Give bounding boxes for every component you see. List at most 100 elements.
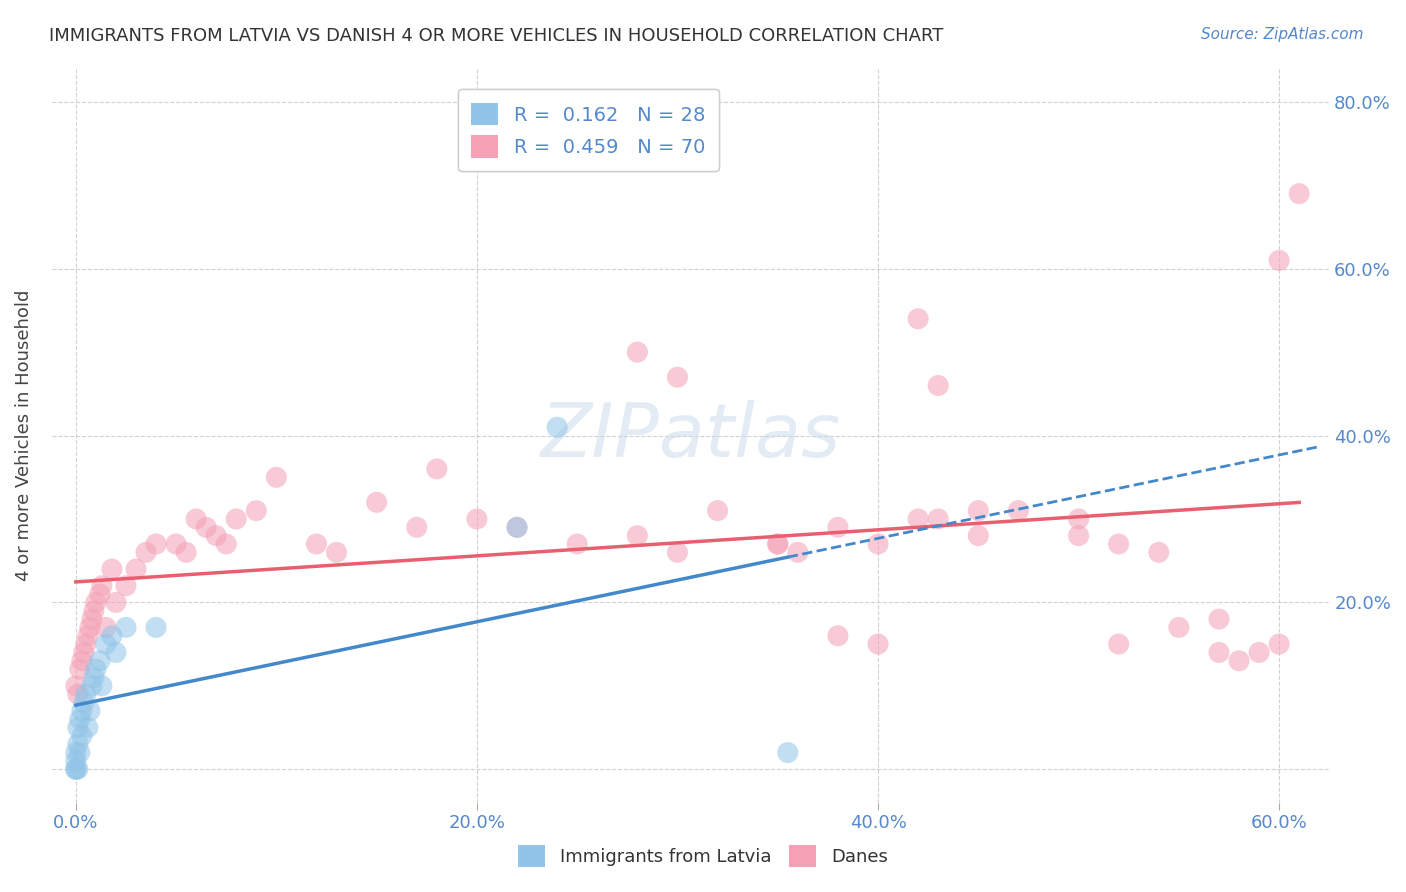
Point <box>967 529 990 543</box>
Y-axis label: 4 or more Vehicles in Household: 4 or more Vehicles in Household <box>15 290 32 582</box>
Point <box>90 579 112 593</box>
Point <box>1067 529 1090 543</box>
Point <box>80 679 103 693</box>
Point <box>145 620 167 634</box>
Point <box>76 629 98 643</box>
Point <box>907 512 929 526</box>
Legend: R =  0.162   N = 28, R =  0.459   N = 70: R = 0.162 N = 28, R = 0.459 N = 70 <box>457 89 718 171</box>
Point <box>465 512 488 526</box>
Point <box>66 762 89 776</box>
Point <box>69 662 91 676</box>
Point <box>70 654 93 668</box>
Point <box>89 654 111 668</box>
Point <box>135 545 157 559</box>
Point <box>73 696 96 710</box>
Point <box>101 562 124 576</box>
Point <box>1108 537 1130 551</box>
Point <box>115 620 138 634</box>
Point <box>1167 620 1189 634</box>
Point <box>76 721 98 735</box>
Point <box>927 512 949 526</box>
Point <box>79 704 101 718</box>
Point <box>66 721 89 735</box>
Point <box>766 537 789 551</box>
Point <box>65 746 87 760</box>
Point <box>75 637 97 651</box>
Point <box>84 662 107 676</box>
Point <box>1208 612 1230 626</box>
Point <box>927 378 949 392</box>
Point <box>1147 545 1170 559</box>
Point <box>104 595 127 609</box>
Point <box>104 645 127 659</box>
Point <box>101 629 124 643</box>
Point <box>205 529 228 543</box>
Text: ZIPatlas: ZIPatlas <box>540 400 841 472</box>
Point <box>506 520 529 534</box>
Point <box>827 520 849 534</box>
Point <box>786 545 808 559</box>
Point <box>1247 645 1270 659</box>
Point <box>83 604 105 618</box>
Point <box>195 520 218 534</box>
Point <box>65 679 87 693</box>
Point <box>79 620 101 634</box>
Point <box>65 762 87 776</box>
Point <box>1227 654 1250 668</box>
Text: IMMIGRANTS FROM LATVIA VS DANISH 4 OR MORE VEHICLES IN HOUSEHOLD CORRELATION CHA: IMMIGRANTS FROM LATVIA VS DANISH 4 OR MO… <box>49 27 943 45</box>
Point <box>426 462 449 476</box>
Point <box>546 420 568 434</box>
Point <box>245 503 267 517</box>
Point <box>967 503 990 517</box>
Point <box>145 537 167 551</box>
Point <box>186 512 208 526</box>
Point <box>567 537 589 551</box>
Point <box>66 687 89 701</box>
Point <box>66 737 89 751</box>
Point <box>907 311 929 326</box>
Point <box>827 629 849 643</box>
Point <box>73 645 96 659</box>
Point <box>405 520 427 534</box>
Point <box>626 345 648 359</box>
Point <box>115 579 138 593</box>
Point <box>65 762 87 776</box>
Point <box>305 537 328 551</box>
Point <box>706 503 728 517</box>
Point <box>215 537 238 551</box>
Point <box>1108 637 1130 651</box>
Point <box>84 595 107 609</box>
Point <box>90 679 112 693</box>
Point <box>266 470 288 484</box>
Point <box>1208 645 1230 659</box>
Point <box>70 729 93 743</box>
Point <box>866 637 889 651</box>
Point <box>366 495 388 509</box>
Point <box>626 529 648 543</box>
Point <box>80 612 103 626</box>
Point <box>174 545 197 559</box>
Point <box>70 704 93 718</box>
Point <box>866 537 889 551</box>
Point <box>165 537 187 551</box>
Point <box>69 712 91 726</box>
Point <box>766 537 789 551</box>
Point <box>1268 637 1291 651</box>
Point <box>666 545 689 559</box>
Point <box>1007 503 1029 517</box>
Point <box>776 746 799 760</box>
Point <box>75 687 97 701</box>
Point <box>94 637 117 651</box>
Point <box>125 562 148 576</box>
Point <box>65 754 87 768</box>
Point <box>1288 186 1310 201</box>
Point <box>94 620 117 634</box>
Point <box>325 545 347 559</box>
Point <box>89 587 111 601</box>
Point <box>1067 512 1090 526</box>
Point <box>83 670 105 684</box>
Point <box>1268 253 1291 268</box>
Text: Source: ZipAtlas.com: Source: ZipAtlas.com <box>1201 27 1364 42</box>
Point <box>69 746 91 760</box>
Point <box>506 520 529 534</box>
